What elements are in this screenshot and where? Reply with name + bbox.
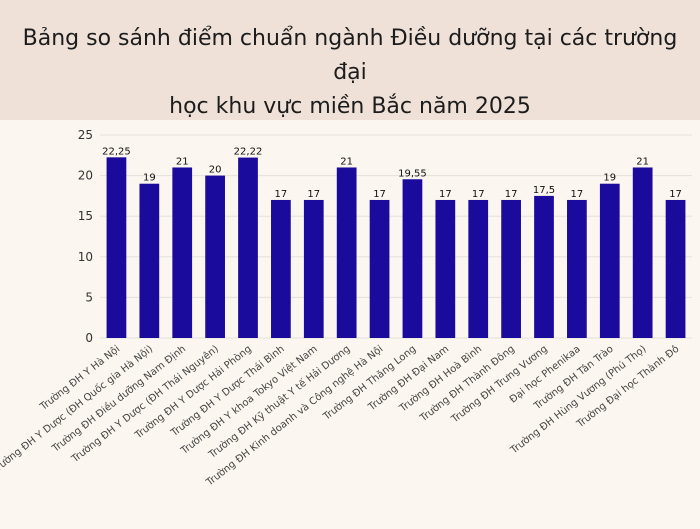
chart-title-line-2: học khu vực miền Bắc năm 2025 [169,94,531,119]
bar [402,179,423,338]
header-banner: Bảng so sánh điểm chuẩn ngành Điều dưỡng… [0,0,700,120]
data-label: 17 [307,189,320,200]
bar [271,199,291,338]
bar [369,199,390,338]
bar [238,157,258,338]
chart-area: 0 5 10 15 20 25 22,25 19 21 20 22,22 17 17 21 17 19,55… [0,120,700,525]
bar [632,167,653,338]
bar [534,195,554,338]
bars [106,157,686,338]
bar [567,199,587,338]
data-label: 21 [636,156,649,167]
y-tick-label: 10 [78,250,93,264]
data-label: 17 [571,189,584,200]
data-label: 17,5 [533,185,555,196]
data-label: 22,25 [102,146,131,157]
data-label: 17 [669,189,682,200]
data-label: 17 [472,189,485,200]
bar [501,199,521,338]
data-label: 19 [143,173,156,184]
data-label: 17 [373,189,386,200]
y-tick-label: 5 [85,290,93,304]
data-label: 21 [176,156,189,167]
chart-title-line-1: Bảng so sánh điểm chuẩn ngành Điều dưỡng… [22,26,678,85]
data-label: 19 [603,173,616,184]
bar [336,167,357,338]
bar [172,167,193,338]
bar [468,199,489,338]
bar [303,199,324,338]
data-label: 17 [275,189,288,200]
bar [139,183,160,338]
data-label: 17 [439,189,452,200]
y-tick-label: 15 [78,209,93,223]
y-tick-label: 0 [85,331,93,345]
y-axis: 0 5 10 15 20 25 [78,128,93,345]
bar [435,199,456,338]
data-label: 22,22 [234,147,263,158]
y-tick-label: 25 [78,128,93,142]
data-label: 21 [340,156,353,167]
bar [665,199,686,338]
bar [106,157,127,338]
data-label: 19,55 [398,168,427,179]
y-tick-label: 20 [78,169,93,183]
bar [599,183,620,338]
grid-lines [100,134,692,339]
data-label: 20 [209,165,222,176]
bar-chart: 0 5 10 15 20 25 22,25 19 21 20 22,22 17 17 21 17 19,55… [0,128,692,489]
data-label: 17 [505,189,518,200]
data-labels: 22,25 19 21 20 22,22 17 17 21 17 19,55 17 17 17 17,5 1… [102,146,682,200]
x-tick-label: Trường ĐH Điều dưỡng Nam Định [49,343,188,455]
bar [205,175,225,338]
x-tick-label: Trường ĐH Y Dược Hải Phòng [132,343,254,442]
chart-title: Bảng so sánh điểm chuẩn ngành Điều dưỡng… [10,22,690,124]
